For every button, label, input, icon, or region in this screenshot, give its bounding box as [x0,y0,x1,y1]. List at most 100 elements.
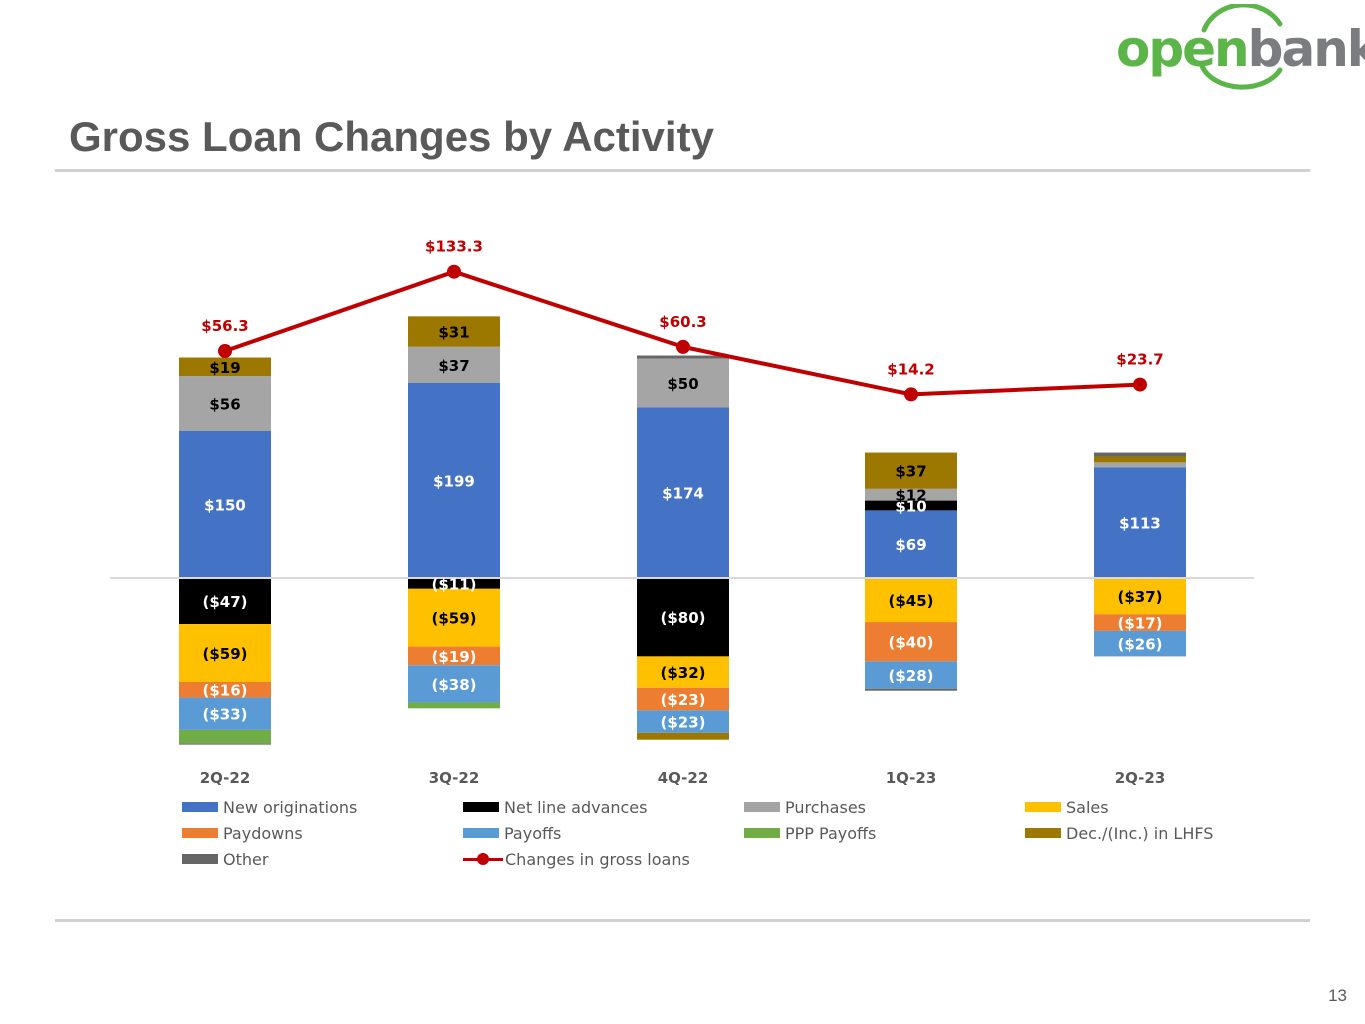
legend-item-dec-inc-in-lhfs: Dec./(Inc.) in LHFS [1025,822,1213,844]
bar-label-payoffs-2q-22: ($33) [202,706,247,724]
bar-label-purchases-1q-23: $12 [895,487,926,505]
bar-label-purchases-4q-22: $50 [667,375,698,393]
bar-label-dec-inc-in-lhfs-1q-23: $37 [895,463,926,481]
line-label-2q-23: $23.7 [1116,351,1163,369]
line-point-1q-23 [904,387,918,402]
bar-label-paydowns-2q-22: ($16) [202,682,247,700]
bar-payoffs-2q-22 [179,697,271,730]
bar-dec-inc-in-lhfs-3q-22 [408,316,500,347]
line-label-3q-22: $133.3 [425,238,483,256]
bar-label-sales-1q-23: ($45) [888,592,933,610]
bar-label-new-originations-4q-22: $174 [662,485,704,503]
legend-label-purchases: Purchases [785,797,866,817]
category-label-2q-22: 2Q-22 [200,769,251,787]
bar-new-originations-2q-22 [179,431,271,578]
bar-payoffs-2q-23 [1094,630,1186,657]
bar-paydowns-2q-23 [1094,614,1186,631]
logo-arc [1199,4,1283,90]
bar-label-purchases-2q-22: $56 [209,396,240,414]
bar-label-new-originations-1q-23: $69 [895,536,926,554]
bar-label-net-line-advances-3q-22: ($11) [431,575,476,593]
legend-label-net-line-advances: Net line advances [504,797,648,817]
bar-label-new-originations-2q-22: $150 [204,497,246,515]
bar-ppp-payoffs-3q-22 [408,702,500,709]
legend-swatch-new-originations [182,802,218,812]
bar-purchases-4q-22 [637,358,729,408]
legend-swatch-other [182,854,218,864]
page-title: Gross Loan Changes by Activity [69,113,714,160]
legend-item-paydowns: Paydowns [182,822,303,844]
bar-paydowns-1q-23 [865,622,957,662]
legend-label-dec-inc-in-lhfs: Dec./(Inc.) in LHFS [1066,823,1214,843]
bar-dec-inc-in-lhfs-2q-23 [1094,456,1186,463]
legend-label-changes-in-gross-loans: Changes in gross loans [505,849,690,869]
bar-label-sales-3q-22: ($59) [431,610,476,628]
bar-dec-inc-in-lhfs-2q-22 [179,357,271,377]
bar-label-paydowns-1q-23: ($40) [888,634,933,652]
bar-label-sales-2q-23: ($37) [1117,588,1162,606]
legend-label-other: Other [223,849,269,869]
legend-item-payoffs: Payoffs [463,822,561,844]
line-label-4q-22: $60.3 [659,313,706,331]
bar-label-payoffs-4q-22: ($23) [660,714,705,732]
bar-label-new-originations-2q-23: $113 [1119,515,1161,533]
bar-label-dec-inc-in-lhfs-2q-22: $19 [209,359,240,377]
bar-dec-inc-in-lhfs-1q-23 [865,452,957,489]
legend-label-new-originations: New originations [223,797,358,817]
bar-other-2q-23 [1094,452,1186,457]
bar-label-paydowns-3q-22: ($19) [431,648,476,666]
bar-payoffs-4q-22 [637,710,729,733]
bar-label-sales-2q-22: ($59) [202,645,247,663]
bar-label-sales-4q-22: ($32) [660,664,705,682]
legend-swatch-payoffs [463,828,499,838]
bar-paydowns-4q-22 [637,687,729,711]
openbank-logo: openbank [1112,4,1365,96]
logo-wordmark: openbank [1116,14,1365,84]
line-label-2q-22: $56.3 [201,317,248,335]
legend-label-ppp-payoffs: PPP Payoffs [785,823,877,843]
legend-item-changes-in-gross-loans: Changes in gross loans [463,848,690,870]
bar-other-1q-23 [865,688,957,691]
bar-net-line-advances-4q-22 [637,578,729,657]
legend-swatch-changes-in-gross-loans [463,852,503,866]
bar-label-layer: $150 ($47) $56 ($59) ($16) ($33) $19 $199 ($11) $… [202,324,1162,732]
bar-paydowns-3q-22 [408,646,500,666]
line-point-2q-22 [218,344,232,359]
logo-word-bank: bank [1247,20,1365,78]
legend-label-sales: Sales [1066,797,1109,817]
legend-swatch-purchases [744,802,780,812]
legend-item-new-originations: New originations [182,796,357,818]
bar-label-payoffs-3q-22: ($38) [431,676,476,694]
bar-net-line-advances-3q-22 [408,578,500,589]
bar-paydowns-2q-22 [179,681,271,698]
legend-item-purchases: Purchases [744,796,866,818]
bar-label-purchases-3q-22: $37 [438,357,469,375]
bar-purchases-2q-23 [1094,462,1186,468]
bar-payoffs-1q-23 [865,661,957,689]
line-point-2q-23 [1133,377,1147,392]
bar-label-net-line-advances-1q-23: $10 [895,497,926,515]
legend-item-sales: Sales [1025,796,1109,818]
bar-label-paydowns-2q-23: ($17) [1117,615,1162,633]
category-label-3q-22: 3Q-22 [429,769,480,787]
line-label-1q-23: $14.2 [887,360,934,378]
bar-net-line-advances-1q-23 [865,500,957,511]
legend-item-other: Other [182,848,268,870]
category-label-4q-22: 4Q-22 [658,769,709,787]
bar-new-originations-2q-23 [1094,467,1186,578]
bar-purchases-2q-22 [179,376,271,431]
bar-label-new-originations-3q-22: $199 [433,472,475,490]
legend-swatch-dec-inc-in-lhfs [1025,828,1061,838]
bar-layer [179,316,1186,745]
category-label-2q-23: 2Q-23 [1115,769,1166,787]
bar-label-payoffs-1q-23: ($28) [888,667,933,685]
bar-payoffs-3q-22 [408,665,500,703]
bar-label-paydowns-4q-22: ($23) [660,691,705,709]
legend-swatch-ppp-payoffs [744,828,780,838]
bar-new-originations-4q-22 [637,407,729,578]
line-point-4q-22 [676,339,690,354]
bar-sales-3q-22 [408,588,500,647]
legend-item-ppp-payoffs: PPP Payoffs [744,822,876,844]
bar-other-2q-22 [179,743,271,745]
bar-new-originations-1q-23 [865,510,957,578]
